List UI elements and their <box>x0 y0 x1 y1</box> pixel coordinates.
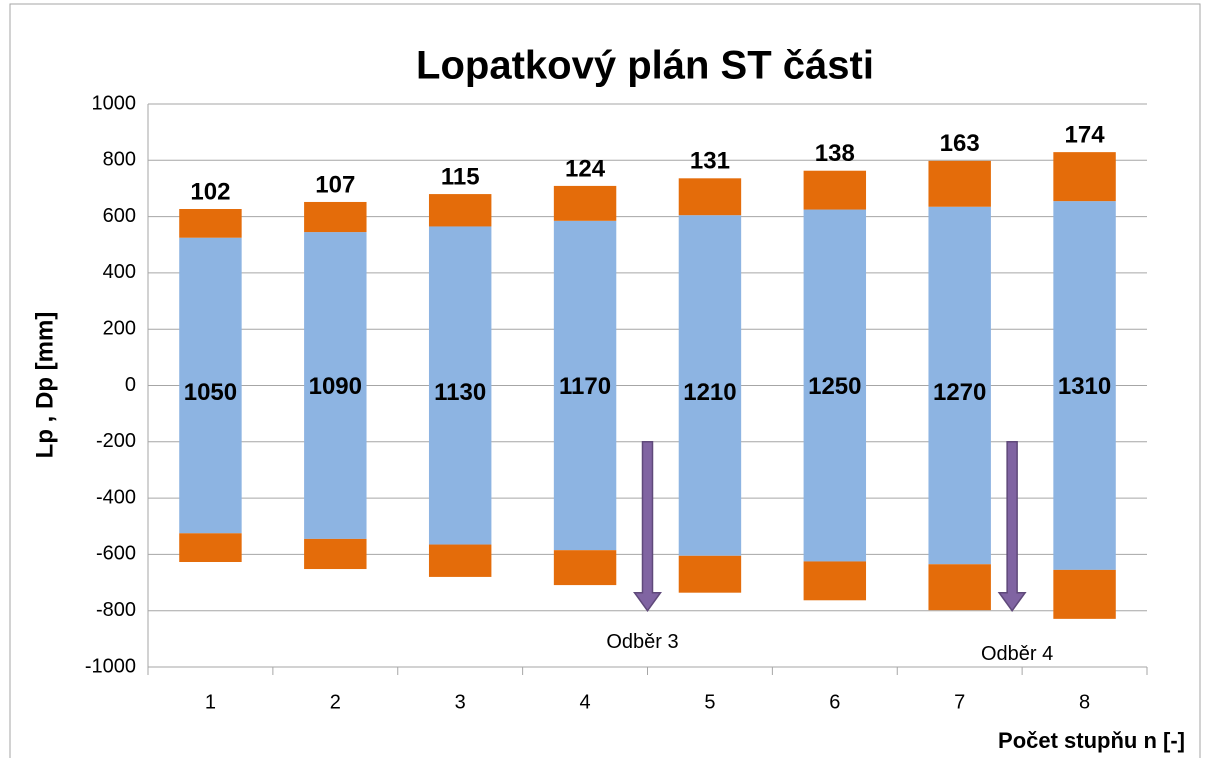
blade-top <box>1053 152 1116 202</box>
x-tick-label: 3 <box>455 691 466 713</box>
diameter-label: 1130 <box>434 379 486 406</box>
blade-top <box>304 201 367 233</box>
blade-top <box>678 178 742 216</box>
diameter-bar <box>678 215 742 556</box>
diameter-label: 1210 <box>683 379 736 406</box>
x-tick-label: 5 <box>704 691 715 713</box>
x-tick-label: 1 <box>205 691 216 713</box>
diameter-label: 1090 <box>309 373 362 400</box>
diameter-label: 1310 <box>1058 373 1111 400</box>
y-tick-label: 800 <box>103 149 136 171</box>
blade-label: 124 <box>565 155 606 182</box>
blade-label: 131 <box>690 148 730 175</box>
diameter-bar <box>304 232 367 539</box>
diameter-bar <box>928 206 991 565</box>
y-axis-label: Lp , Dp [mm] <box>31 312 58 459</box>
y-tick-label: 400 <box>103 261 136 283</box>
blade-label: 163 <box>940 130 980 157</box>
diameter-label: 1250 <box>808 373 861 400</box>
diameter-bar <box>428 226 492 545</box>
blade-bottom <box>803 561 867 601</box>
blade-top <box>803 170 867 210</box>
blade-top <box>553 185 617 221</box>
y-tick-label: -400 <box>96 486 136 508</box>
x-tick-label: 6 <box>829 691 840 713</box>
y-tick-label: -600 <box>96 543 136 565</box>
x-axis-label: Počet stupňu n [-] <box>998 728 1185 753</box>
diameter-bar <box>179 237 242 534</box>
x-tick-label: 8 <box>1079 691 1090 713</box>
blade-label: 115 <box>441 163 480 190</box>
blade-label: 174 <box>1065 121 1106 148</box>
blade-top <box>428 194 492 227</box>
y-tick-label: 1000 <box>92 92 137 114</box>
blade-bottom <box>1053 569 1116 619</box>
x-tick-label: 4 <box>580 691 591 713</box>
diameter-bar <box>803 209 867 562</box>
y-tick-label: 0 <box>125 374 136 396</box>
blade-label: 107 <box>315 171 355 198</box>
x-tick-label: 7 <box>954 691 965 713</box>
blade-top <box>928 160 991 207</box>
blade-label: 102 <box>190 178 230 205</box>
diameter-bar <box>1053 201 1116 570</box>
y-tick-label: 600 <box>103 205 136 227</box>
chart-border <box>9 3 1201 758</box>
arrow <box>997 441 1027 612</box>
arrow <box>633 441 662 612</box>
x-tick-label: 2 <box>330 691 341 713</box>
diameter-label: 1050 <box>184 379 237 406</box>
blade-bottom <box>428 544 492 577</box>
blade-bottom <box>553 550 617 586</box>
diameter-label: 1270 <box>933 379 986 406</box>
y-tick-label: -200 <box>96 430 136 452</box>
diameter-label: 1170 <box>559 373 611 400</box>
blade-bottom <box>179 533 242 563</box>
y-tick-label: -1000 <box>85 655 136 677</box>
annotation: Odběr 4 <box>981 643 1053 665</box>
y-tick-label: 200 <box>103 317 136 339</box>
blade-top <box>179 208 242 238</box>
y-tick-label: -800 <box>96 599 136 621</box>
blade-bottom <box>678 555 742 593</box>
diameter-bar <box>553 220 617 551</box>
annotation: Odběr 3 <box>606 631 678 653</box>
blade-bottom <box>928 564 991 611</box>
blade-bottom <box>304 538 367 570</box>
blade-label: 138 <box>815 140 855 167</box>
chart-title: Lopatkový plán ST části <box>416 44 874 88</box>
